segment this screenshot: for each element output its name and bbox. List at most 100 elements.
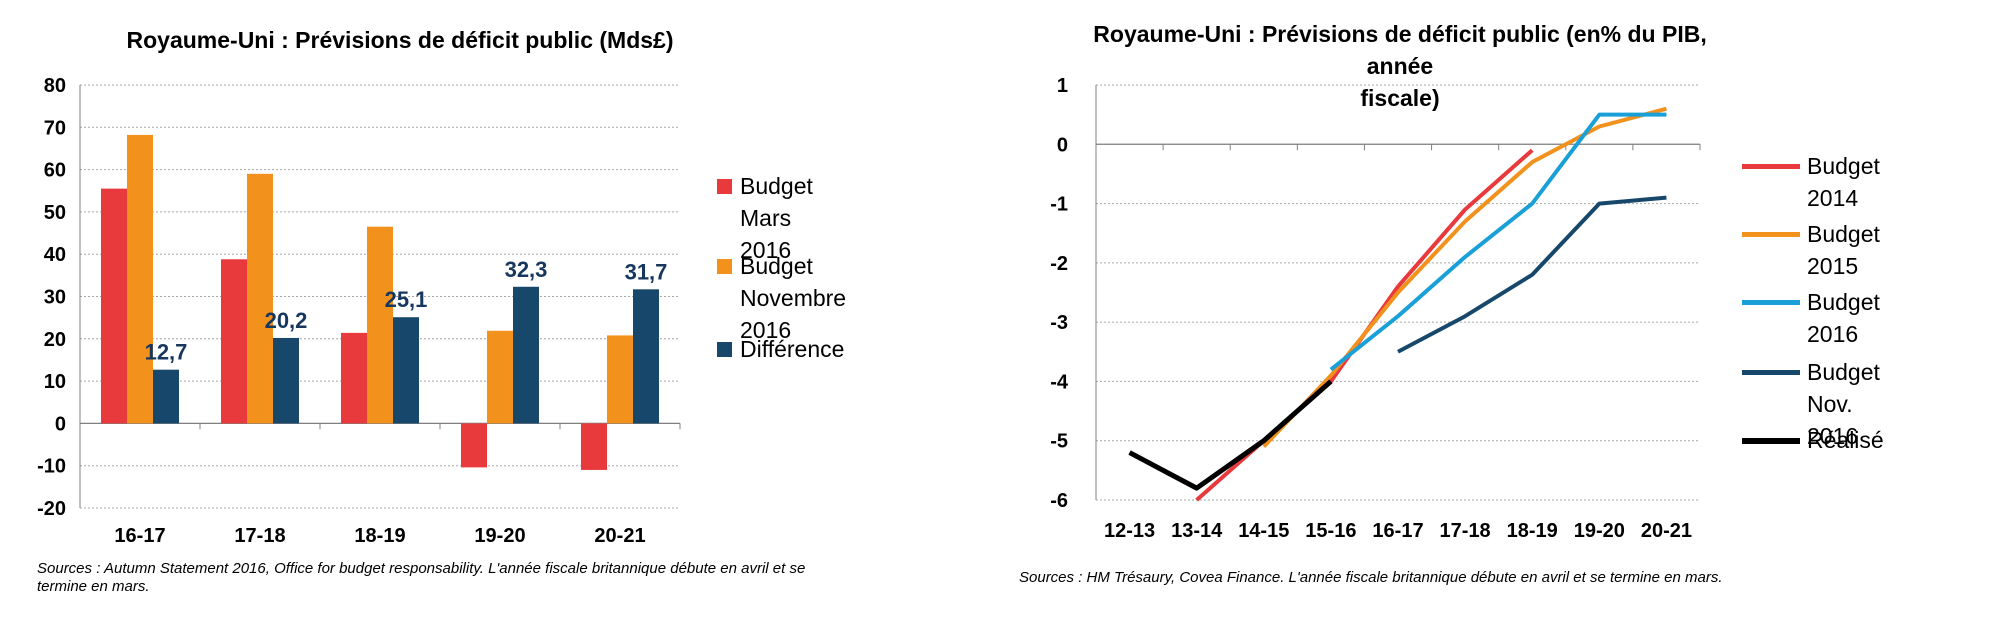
- x-tick-label: 18-19: [1507, 520, 1558, 542]
- y-tick-label: -3: [1050, 312, 1068, 334]
- legend-swatch-budget-2014: [1742, 164, 1800, 169]
- x-tick-label: 14-15: [1238, 520, 1289, 542]
- bar-budget-novembre-2016: [247, 173, 273, 424]
- legend-label-line1: Budget: [740, 253, 813, 279]
- x-tick-label: 16-17: [114, 525, 165, 547]
- x-tick-label: 17-18: [1440, 520, 1491, 542]
- legend-item-budget-2015: Budget 2015: [1742, 218, 1880, 282]
- x-tick-label: 20-21: [1641, 520, 1692, 542]
- source-line2: termine en mars.: [37, 578, 150, 595]
- x-tick-label: 18-19: [354, 525, 405, 547]
- line-chart-panel: Royaume-Uni : Prévisions de déficit publ…: [1000, 0, 2003, 621]
- y-tick-label: 0: [1057, 134, 1068, 156]
- line-chart-title-line2: fiscale): [1360, 85, 1440, 111]
- x-tick-label: 20-21: [594, 525, 645, 547]
- line-realise: [1128, 379, 1333, 491]
- line-chart-title-line1: Royaume-Uni : Prévisions de déficit publ…: [1093, 21, 1707, 79]
- y-tick-label: -20: [37, 498, 66, 520]
- bar-difference: [153, 369, 179, 424]
- bar-chart-source: Sources : Autumn Statement 2016, Office …: [37, 560, 997, 596]
- y-tick-label: -1: [1050, 194, 1068, 216]
- legend-label-budget-2016: Budget 2016: [1807, 289, 1880, 347]
- y-tick-label: -6: [1050, 490, 1068, 512]
- bar-difference: [513, 286, 539, 424]
- x-tick-label: 16-17: [1372, 520, 1423, 542]
- legend-item-realise: Réalisé: [1742, 424, 1884, 456]
- bar-chart: -20 -10 0 10 20 30 40 50 60 70 80 16-17 12,7 17-18 20,…: [37, 75, 681, 547]
- y-tick-label: 80: [44, 75, 66, 97]
- legend-swatch-budget-mars-2016: [717, 179, 732, 194]
- data-label: 20,2: [265, 308, 308, 333]
- y-tick-label: -2: [1050, 253, 1068, 275]
- bar-budget-mars-2016: [461, 423, 487, 468]
- legend-swatch-budget-2015: [1742, 232, 1800, 237]
- legend-label-budget-2015: Budget 2015: [1807, 221, 1880, 279]
- bar-budget-novembre-2016: [487, 330, 513, 424]
- legend-label-budget-2014: Budget 2014: [1807, 153, 1880, 211]
- bar-chart-panel: Royaume-Uni : Prévisions de déficit publ…: [0, 0, 1000, 621]
- legend-label-budget-nov-2016: Budget Nov. 2016: [1807, 356, 1880, 452]
- x-tick-label: 13-14: [1171, 520, 1223, 542]
- y-tick-label: 20: [44, 329, 66, 351]
- x-tick-label: 15-16: [1305, 520, 1356, 542]
- bar-difference: [393, 317, 419, 424]
- bar-budget-novembre-2016: [367, 226, 393, 424]
- bar-budget-mars-2016: [581, 423, 607, 470]
- legend-item-budget-2016: Budget 2016: [1742, 286, 1880, 350]
- line-chart-source: Sources : HM Trésaury, Covea Finance. L'…: [1019, 569, 1723, 586]
- bar-difference: [273, 337, 299, 424]
- bar-chart-title: Royaume-Uni : Prévisions de déficit publ…: [126, 27, 674, 53]
- data-label: 32,3: [505, 257, 548, 282]
- bar-difference: [633, 289, 659, 424]
- bar-budget-novembre-2016: [127, 134, 153, 424]
- line-budget-2015: [1262, 106, 1667, 449]
- legend-label-line2: 2016: [740, 237, 792, 263]
- y-tick-label: 0: [55, 413, 66, 435]
- legend-label-budget-mars-2016: Budget Mars 2016: [740, 170, 813, 266]
- legend-label-realise: Réalisé: [1807, 427, 1884, 453]
- bar-budget-novembre-2016: [607, 335, 633, 424]
- legend-swatch-budget-novembre-2016: [717, 259, 732, 274]
- legend-item-budget-mars-2016: Budget Mars 2016: [717, 170, 813, 266]
- y-tick-label: 30: [44, 287, 66, 309]
- legend-swatch-difference: [717, 342, 732, 357]
- y-tick-label: 60: [44, 160, 66, 182]
- y-tick-label: 40: [44, 244, 66, 266]
- line-chart: -6 -5 -4 -3 -2 -1 0 1 12-13 13-14 14-15 15-16 16-17 1…: [1050, 75, 1701, 542]
- source-line1: Sources : Autumn Statement 2016, Office …: [37, 560, 806, 577]
- legend-item-budget-novembre-2016: Budget Novembre 2016: [717, 250, 846, 346]
- legend-swatch-budget-2016: [1742, 300, 1800, 305]
- bar-budget-mars-2016: [341, 332, 367, 424]
- y-tick-label: -10: [37, 456, 66, 478]
- x-tick-label: 12-13: [1104, 520, 1155, 542]
- line-budget-2016: [1329, 112, 1667, 372]
- bar-budget-mars-2016: [101, 188, 127, 424]
- bar-budget-mars-2016: [221, 259, 247, 424]
- legend-swatch-realise: [1742, 438, 1800, 444]
- line-budget-nov-2016: [1397, 195, 1667, 354]
- legend-item-budget-2014: Budget 2014: [1742, 150, 1880, 214]
- legend-swatch-budget-nov-2016: [1742, 370, 1800, 375]
- y-tick-label: 10: [44, 371, 66, 393]
- data-label: 31,7: [625, 259, 668, 284]
- legend-label-line1: Budget Nov.: [1807, 359, 1880, 417]
- y-tick-label: -4: [1050, 371, 1069, 393]
- line-budget-2014: [1195, 148, 1534, 502]
- x-tick-label: 17-18: [234, 525, 285, 547]
- legend-label-line2: 2016: [1807, 423, 1859, 449]
- legend-item-budget-nov-2016: Budget Nov. 2016: [1742, 356, 1880, 452]
- y-tick-label: 50: [44, 202, 66, 224]
- data-label: 12,7: [145, 340, 188, 365]
- legend-label-line1: Budget Mars: [740, 173, 813, 231]
- legend-item-difference: Différence: [717, 333, 844, 365]
- y-tick-label: 1: [1057, 75, 1068, 97]
- line-chart-title: Royaume-Uni : Prévisions de déficit publ…: [1080, 18, 1720, 114]
- x-tick-label: 19-20: [1574, 520, 1625, 542]
- y-tick-label: -5: [1050, 431, 1068, 453]
- x-tick-label: 19-20: [474, 525, 525, 547]
- legend-label-difference: Différence: [740, 336, 845, 362]
- legend-label-line2: Novembre 2016: [740, 285, 847, 343]
- data-label: 25,1: [385, 287, 428, 312]
- y-tick-label: 70: [44, 117, 66, 139]
- legend-label-budget-novembre-2016: Budget Novembre 2016: [740, 250, 846, 346]
